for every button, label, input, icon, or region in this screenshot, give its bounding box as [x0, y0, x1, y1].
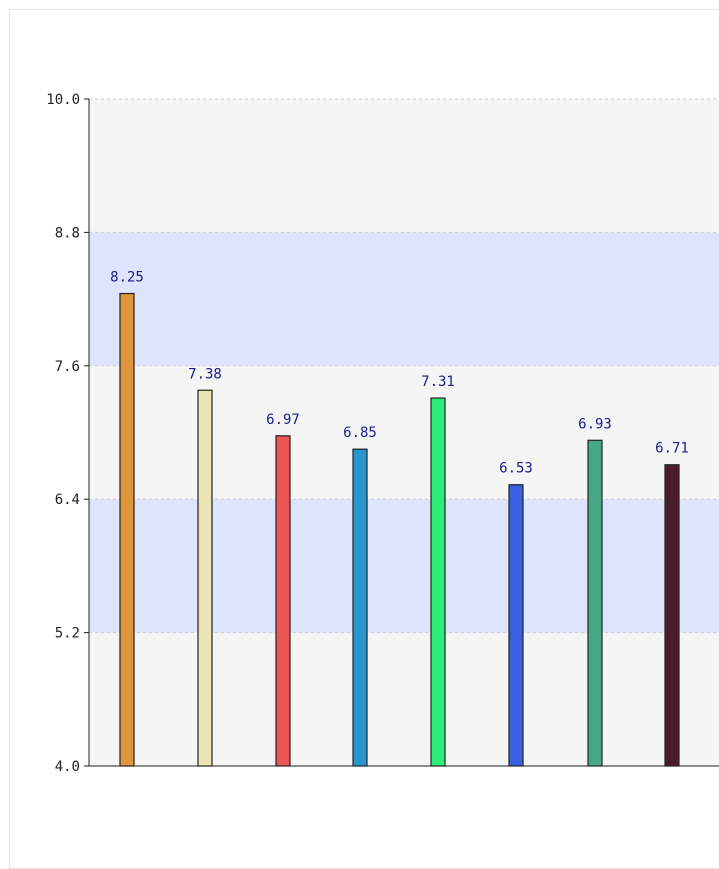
value-labels: 8.25 7.38 6.97 6.85 7.31 6.53 6.93 6.71: [110, 270, 689, 477]
background-band: [89, 499, 719, 633]
bar-value-label: 6.71: [655, 441, 689, 457]
y-tick-label: 4.0: [55, 759, 80, 775]
background-band: [89, 232, 719, 366]
bar-value-label: 7.31: [421, 374, 455, 390]
bar: [197, 389, 213, 767]
bar-value-label: 6.97: [266, 412, 300, 428]
bar-value-label: 6.85: [343, 425, 377, 441]
background-band: [89, 632, 719, 766]
y-tick-label: 7.6: [55, 359, 80, 375]
gridlines: [89, 98, 719, 634]
y-tick-label: 5.2: [55, 626, 80, 642]
background-band: [89, 99, 719, 233]
axes: [88, 99, 719, 767]
bar-value-label: 7.38: [188, 366, 222, 382]
bar-value-label: 8.25: [110, 270, 144, 286]
background-bands: [89, 99, 719, 766]
bar: [430, 397, 446, 767]
y-tick-label: 8.8: [55, 225, 80, 241]
bar-value-label: 6.93: [578, 416, 612, 432]
y-tick-label: 6.4: [55, 492, 80, 508]
bar: [119, 292, 135, 767]
bar: [664, 464, 680, 767]
bar: [508, 484, 524, 767]
y-tick-label: 10.0: [46, 92, 80, 108]
background-band: [89, 365, 719, 500]
bar: [352, 448, 368, 767]
bar: [587, 439, 603, 767]
bar-value-label: 6.53: [499, 461, 533, 477]
bars: [119, 292, 680, 767]
bar: [275, 435, 291, 767]
y-ticks: 4.0 5.2 6.4 7.6 8.8 10.0: [46, 92, 89, 775]
